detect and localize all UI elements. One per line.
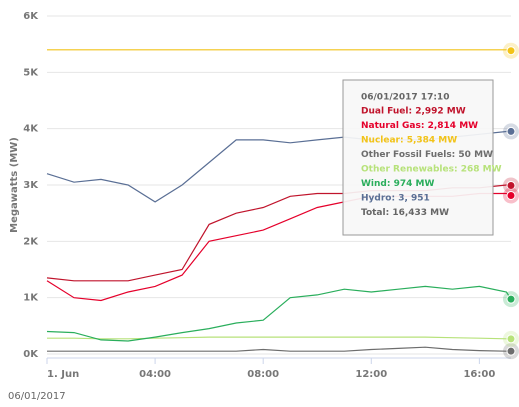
end-marker xyxy=(506,346,516,356)
tooltip-line: Nuclear: 5,384 MW xyxy=(361,136,457,146)
end-marker xyxy=(506,294,516,304)
tooltip-header: 06/01/2017 17:10 xyxy=(361,93,449,103)
y-tick-label: 3K xyxy=(23,180,39,191)
tooltip-line: Other Fossil Fuels: 50 MW xyxy=(361,150,493,160)
x-tick-label: 08:00 xyxy=(247,369,279,380)
y-tick-label: 5K xyxy=(23,67,39,78)
y-tick-label: 0K xyxy=(23,349,39,360)
tooltip-line: Hydro: 3, 951 xyxy=(361,194,430,204)
end-marker xyxy=(506,190,516,200)
end-marker xyxy=(506,46,516,56)
x-tick-label: 04:00 xyxy=(139,369,171,380)
y-tick-label: 2K xyxy=(23,236,39,247)
end-marker xyxy=(506,334,516,344)
tooltip-box xyxy=(342,79,494,236)
series-line xyxy=(47,49,512,52)
date-label: 06/01/2017 xyxy=(8,391,66,402)
y-tick-label: 4K xyxy=(23,124,39,135)
x-tick-label: 1. Jun xyxy=(47,369,79,380)
series-line xyxy=(47,336,512,340)
tooltip-line: Wind: 974 MW xyxy=(361,179,434,189)
y-tick-label: 6K xyxy=(23,11,39,22)
end-marker xyxy=(506,126,516,136)
series-line xyxy=(46,285,512,342)
x-tick-label: 12:00 xyxy=(355,369,387,380)
y-axis-title: Megawatts (MW) xyxy=(9,137,20,233)
tooltip-line: Natural Gas: 2,814 MW xyxy=(361,121,478,131)
y-tick-label: 1K xyxy=(23,293,39,304)
end-marker xyxy=(506,180,516,190)
tooltip-line: Dual Fuel: 2,992 MW xyxy=(361,107,466,117)
series-line xyxy=(47,346,511,352)
tooltip-total: Total: 16,433 MW xyxy=(361,208,449,218)
tooltip: 06/01/2017 17:10 Dual Fuel: 2,992 MW Natur… xyxy=(342,79,502,236)
x-tick-label: 16:00 xyxy=(463,369,495,380)
tooltip-line: Other Renewables: 268 MW xyxy=(361,165,502,175)
